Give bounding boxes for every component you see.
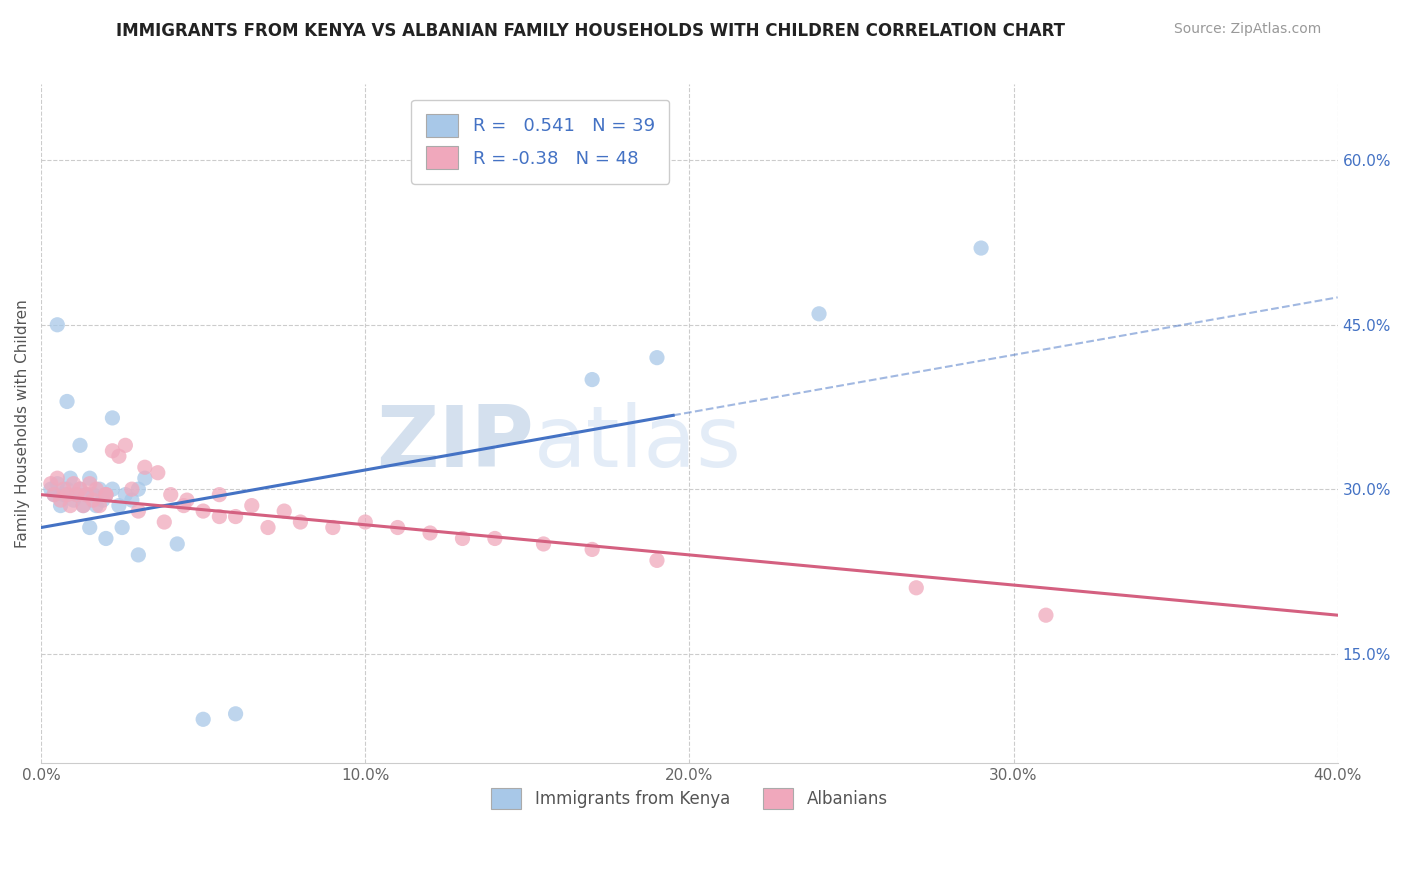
Point	[581, 542, 603, 557]
Point	[39, 482, 62, 496]
Point	[108, 450, 131, 464]
Point	[322, 520, 344, 534]
Point	[134, 471, 156, 485]
Point	[166, 537, 188, 551]
Point	[39, 476, 62, 491]
Point	[79, 520, 101, 534]
Point	[159, 488, 181, 502]
Point	[193, 712, 215, 726]
Point	[101, 443, 124, 458]
Point	[49, 499, 72, 513]
Point	[49, 493, 72, 508]
Point	[82, 493, 104, 508]
Point	[72, 499, 94, 513]
Point	[101, 411, 124, 425]
Point	[89, 482, 111, 496]
Point	[42, 488, 65, 502]
Point	[290, 515, 312, 529]
Point	[52, 482, 75, 496]
Point	[62, 476, 84, 491]
Point	[46, 318, 69, 332]
Point	[66, 488, 89, 502]
Point	[114, 488, 136, 502]
Point	[82, 488, 104, 502]
Point	[46, 471, 69, 485]
Point	[69, 482, 91, 496]
Point	[84, 499, 107, 513]
Point	[127, 482, 149, 496]
Point	[94, 488, 117, 502]
Point	[111, 520, 134, 534]
Text: IMMIGRANTS FROM KENYA VS ALBANIAN FAMILY HOUSEHOLDS WITH CHILDREN CORRELATION CH: IMMIGRANTS FROM KENYA VS ALBANIAN FAMILY…	[117, 22, 1064, 40]
Point	[89, 499, 111, 513]
Point	[533, 537, 555, 551]
Point	[84, 482, 107, 496]
Point	[134, 460, 156, 475]
Point	[484, 532, 506, 546]
Point	[240, 499, 263, 513]
Point	[173, 499, 195, 513]
Point	[108, 499, 131, 513]
Point	[46, 476, 69, 491]
Point	[354, 515, 377, 529]
Legend: Immigrants from Kenya, Albanians: Immigrants from Kenya, Albanians	[478, 774, 901, 822]
Point	[193, 504, 215, 518]
Point	[121, 493, 143, 508]
Point	[581, 373, 603, 387]
Point	[176, 493, 198, 508]
Point	[114, 438, 136, 452]
Point	[225, 509, 247, 524]
Text: atlas: atlas	[534, 402, 742, 485]
Point	[387, 520, 409, 534]
Text: ZIP: ZIP	[375, 402, 534, 485]
Point	[69, 482, 91, 496]
Point	[1035, 608, 1057, 623]
Point	[76, 488, 98, 502]
Text: Source: ZipAtlas.com: Source: ZipAtlas.com	[1174, 22, 1322, 37]
Point	[101, 482, 124, 496]
Point	[76, 488, 98, 502]
Point	[52, 488, 75, 502]
Point	[66, 488, 89, 502]
Point	[970, 241, 993, 255]
Point	[94, 488, 117, 502]
Point	[127, 504, 149, 518]
Point	[905, 581, 928, 595]
Point	[59, 499, 82, 513]
Point	[69, 438, 91, 452]
Point	[225, 706, 247, 721]
Point	[153, 515, 176, 529]
Point	[257, 520, 280, 534]
Point	[208, 488, 231, 502]
Point	[645, 553, 668, 567]
Point	[59, 471, 82, 485]
Point	[645, 351, 668, 365]
Point	[808, 307, 831, 321]
Point	[91, 493, 114, 508]
Point	[79, 471, 101, 485]
Point	[56, 394, 79, 409]
Point	[94, 532, 117, 546]
Point	[72, 499, 94, 513]
Point	[273, 504, 295, 518]
Point	[121, 482, 143, 496]
Point	[208, 509, 231, 524]
Point	[42, 488, 65, 502]
Point	[56, 482, 79, 496]
Y-axis label: Family Households with Children: Family Households with Children	[15, 299, 30, 548]
Point	[94, 488, 117, 502]
Point	[62, 493, 84, 508]
Point	[127, 548, 149, 562]
Point	[419, 526, 441, 541]
Point	[79, 476, 101, 491]
Point	[146, 466, 169, 480]
Point	[451, 532, 474, 546]
Point	[56, 488, 79, 502]
